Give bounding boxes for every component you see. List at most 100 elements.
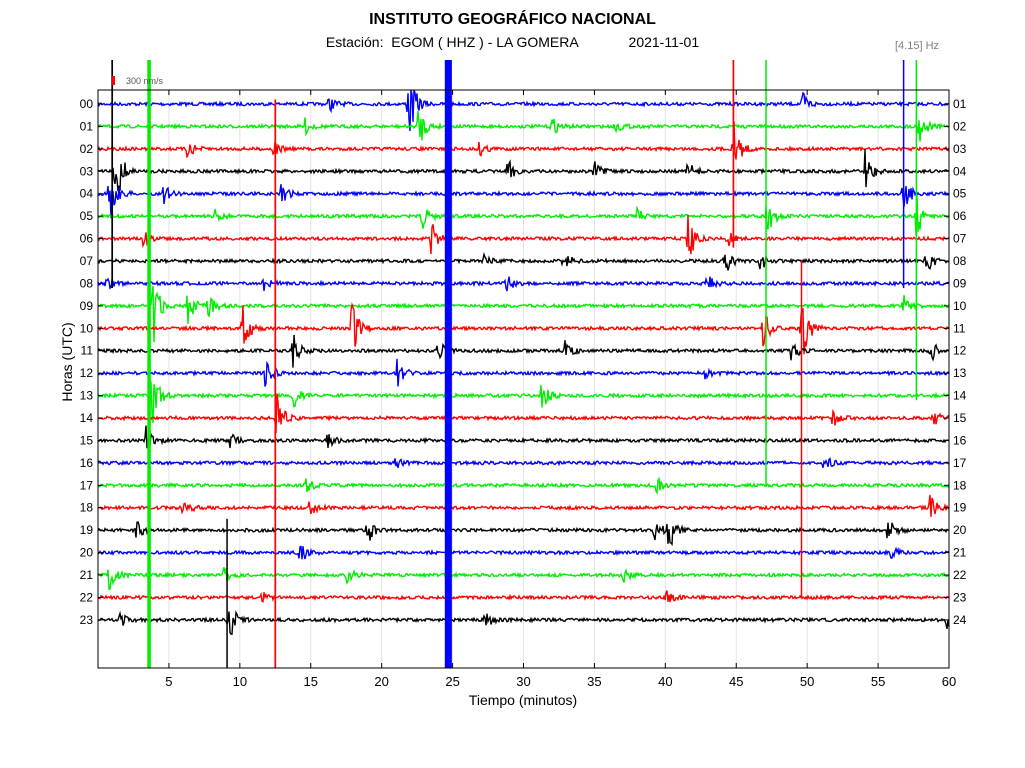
trace-hour-05 [97, 194, 950, 236]
burst-4 [111, 60, 114, 289]
chart-date: 2021-11-01 [628, 34, 700, 50]
hour-label-right: 21 [953, 546, 967, 560]
trace-hour-11 [97, 334, 950, 368]
x-tick-label: 5 [165, 674, 172, 689]
trace-hour-08 [97, 276, 950, 292]
trace-hour-09 [97, 285, 950, 343]
x-axis-label: Tiempo (minutos) [468, 692, 578, 708]
vertical-bursts [111, 60, 918, 668]
seismic-traces [97, 89, 950, 635]
trace-hour-07 [97, 251, 950, 271]
trace-hour-23 [97, 610, 950, 635]
scale-bar-icon [112, 76, 115, 85]
hour-label-right: 18 [953, 478, 967, 492]
scale-label: 300 nm/s [126, 76, 164, 86]
hour-label-left: 18 [80, 501, 94, 515]
hour-label-left: 09 [80, 299, 94, 313]
hour-label-right: 16 [953, 433, 967, 447]
hour-label-left: 23 [80, 613, 94, 627]
trace-hour-21 [97, 567, 950, 591]
hour-label-right: 15 [953, 411, 967, 425]
grid-lines [168, 90, 879, 668]
station-prefix: Estación: [325, 34, 384, 50]
hour-label-left: 21 [80, 568, 94, 582]
trace-hour-10 [97, 301, 950, 355]
x-tick-label: 50 [800, 674, 814, 689]
hour-label-right: 22 [953, 568, 967, 582]
hour-label-right: 01 [953, 97, 967, 111]
hour-label-left: 07 [80, 254, 94, 268]
trace-hour-13 [97, 381, 950, 423]
x-tick-label: 15 [304, 674, 318, 689]
burst-2 [274, 99, 277, 668]
trace-hour-15 [97, 425, 950, 449]
x-tick-label: 55 [871, 674, 885, 689]
burst-3 [226, 518, 228, 668]
burst-7 [915, 60, 918, 401]
x-tick-label: 45 [729, 674, 743, 689]
hour-label-left: 13 [80, 389, 94, 403]
hour-label-right: 07 [953, 232, 967, 246]
trace-hour-14 [97, 393, 950, 434]
burst-5 [732, 60, 735, 248]
burst-0 [444, 60, 452, 668]
hour-label-right: 03 [953, 142, 967, 156]
hour-label-left: 12 [80, 366, 94, 380]
filter-label: [4.15] Hz [895, 40, 940, 52]
hour-label-right: 04 [953, 164, 967, 178]
hour-label-right: 08 [953, 254, 967, 268]
hour-label-right: 20 [953, 523, 967, 537]
trace-hour-20 [97, 545, 950, 560]
hour-label-left: 11 [81, 344, 94, 358]
station-name: EGOM ( HHZ ) - LA GOMERA [391, 34, 578, 50]
burst-1 [147, 60, 151, 668]
axis-ticks [98, 90, 950, 668]
hour-label-left: 22 [80, 590, 94, 604]
hour-label-right: 10 [953, 299, 967, 313]
hour-label-right: 12 [953, 344, 967, 358]
trace-hour-18 [97, 494, 950, 517]
hour-label-left: 03 [80, 164, 94, 178]
trace-hour-02 [97, 121, 950, 160]
hour-label-right: 19 [953, 501, 967, 515]
trace-hour-00 [97, 89, 950, 132]
hour-label-right: 02 [953, 119, 967, 133]
hour-label-left: 06 [80, 232, 94, 246]
x-tick-label: 40 [658, 674, 672, 689]
x-tick-label: 60 [942, 674, 956, 689]
hour-label-left: 15 [80, 433, 94, 447]
hour-label-right: 05 [953, 187, 967, 201]
y-axis-label: Horas (UTC) [59, 322, 75, 402]
hour-label-left: 05 [80, 209, 94, 223]
trace-hour-22 [97, 590, 950, 603]
hour-label-right: 17 [953, 456, 967, 470]
hour-label-left: 04 [80, 187, 94, 201]
trace-hour-06 [97, 214, 950, 255]
hour-label-left: 01 [80, 119, 94, 133]
x-tick-label: 10 [233, 674, 247, 689]
trace-hour-16 [97, 457, 950, 468]
chart-title: INSTITUTO GEOGRÁFICO NACIONAL [369, 11, 656, 28]
trace-hour-12 [97, 358, 950, 387]
chart-subtitle: Estación: EGOM ( HHZ ) - LA GOMERA 2021-… [0, 34, 1025, 50]
burst-9 [800, 260, 803, 598]
hour-label-left: 16 [80, 456, 94, 470]
x-tick-label: 35 [587, 674, 601, 689]
hour-label-left: 10 [80, 321, 94, 335]
trace-hour-19 [97, 520, 950, 547]
hour-label-right: 14 [953, 389, 967, 403]
hour-label-left: 02 [80, 142, 94, 156]
trace-hour-17 [97, 476, 950, 495]
hour-label-left: 17 [80, 478, 94, 492]
x-tick-label: 20 [374, 674, 388, 689]
hour-label-left: 14 [80, 411, 94, 425]
x-tick-label: 25 [445, 674, 459, 689]
axis-labels: 5 10 15 20 25 30 35 40 45 50 55 60 00 01 02 03 04 05 06 07 0… [80, 97, 967, 689]
x-tick-label: 30 [516, 674, 530, 689]
hour-label-left: 00 [80, 97, 94, 111]
hour-label-right: 13 [953, 366, 967, 380]
hour-label-right: 24 [953, 613, 967, 627]
trace-hour-04 [97, 184, 950, 219]
hour-label-right: 23 [953, 590, 967, 604]
